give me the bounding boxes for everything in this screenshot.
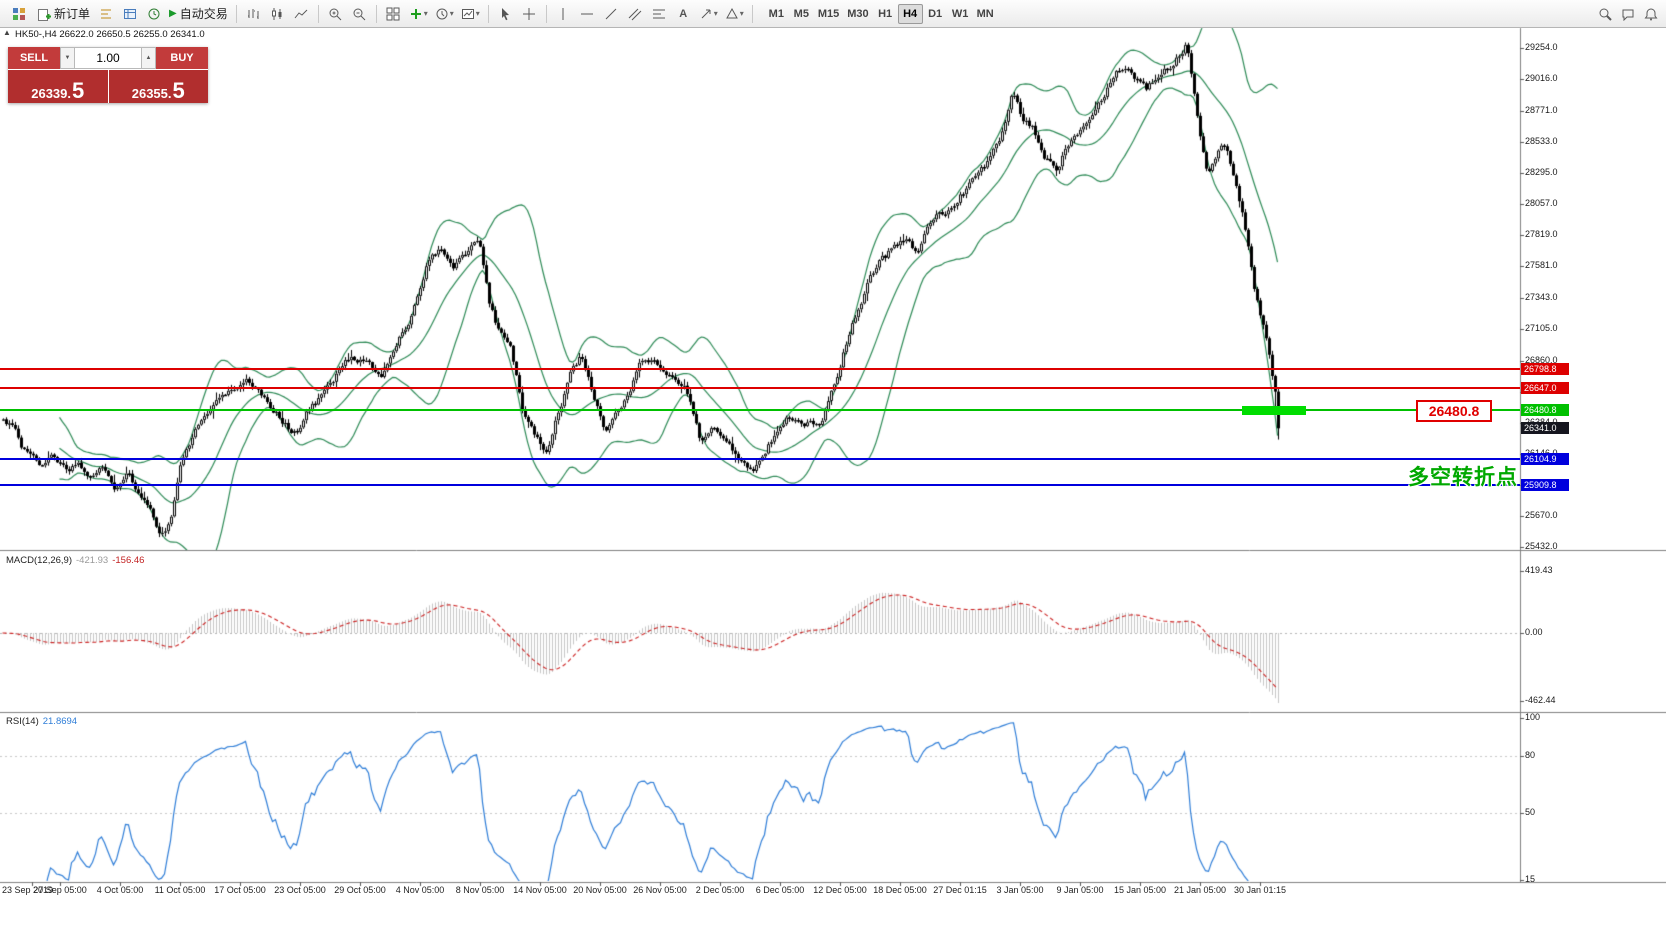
chevron-down-icon: ▾ xyxy=(449,9,454,18)
macd-name: MACD(12,26,9) xyxy=(6,555,72,566)
trade-panel-controls: SELL ▼ ▲ BUY xyxy=(8,47,208,69)
toolbar-separator xyxy=(751,4,753,23)
macd-value: -421.93 xyxy=(76,555,109,566)
text-button[interactable]: A xyxy=(672,3,695,25)
autotrading-label: 自动交易 xyxy=(179,7,228,21)
toolbar-separator xyxy=(545,4,547,23)
timeframe-button-h4[interactable]: H4 xyxy=(897,3,923,24)
buy-button[interactable]: BUY xyxy=(156,47,208,69)
volume-input[interactable] xyxy=(75,47,141,69)
chart-title: HK50-,H4 26622.0 26650.5 26255.0 26341.0 xyxy=(15,29,205,40)
templates-button[interactable]: ▾ xyxy=(458,3,483,25)
play-icon: ▶ xyxy=(169,8,177,19)
toolbar-separator xyxy=(375,4,377,23)
one-click-trading-panel: SELL ▼ ▲ BUY 26339.5 26355.5 xyxy=(8,47,208,103)
timeframe-button-m5[interactable]: M5 xyxy=(789,4,814,24)
fibonacci-button[interactable] xyxy=(648,3,671,25)
timeframe-button-d1[interactable]: D1 xyxy=(923,4,948,24)
channel-button[interactable] xyxy=(624,3,647,25)
navigator-button[interactable] xyxy=(142,3,165,25)
horizontal-line-button[interactable] xyxy=(576,3,599,25)
app-icon xyxy=(4,2,33,26)
macd-signal-value: -156.46 xyxy=(112,555,145,566)
rsi-name: RSI(14) xyxy=(6,716,39,727)
timeframe-button-m30[interactable]: M30 xyxy=(843,4,872,24)
collapse-panel-arrow-icon[interactable]: ▲ xyxy=(3,28,11,37)
periods-button[interactable]: ▾ xyxy=(432,3,457,25)
rsi-value: 21.8694 xyxy=(42,716,78,727)
chevron-down-icon: ▾ xyxy=(713,9,718,18)
timeframe-button-m15[interactable]: M15 xyxy=(814,4,843,24)
chevron-down-icon: ▾ xyxy=(475,9,480,18)
zoom-in-button[interactable] xyxy=(324,3,347,25)
timeframe-button-mn[interactable]: MN xyxy=(973,4,998,24)
shapes-button[interactable]: ▾ xyxy=(722,3,747,25)
timeframe-button-h1[interactable]: H1 xyxy=(873,4,898,24)
alerts-icon-button[interactable] xyxy=(1639,3,1662,25)
bar-chart-icon[interactable] xyxy=(242,3,265,25)
toolbar: 新订单 ▶ 自动交易 ▾ ▾ ▾ A ▾ ▾ M1 M5 M15 M30 H1 H4 D1 W1… xyxy=(0,0,1666,28)
toolbar-separator xyxy=(235,4,237,23)
volume-increase-button[interactable]: ▲ xyxy=(141,47,156,69)
trendline-button[interactable] xyxy=(600,3,623,25)
new-order-button[interactable]: 新订单 xyxy=(34,3,93,25)
toolbar-right-group xyxy=(1593,3,1662,25)
price-callout-box[interactable]: 26480.8 xyxy=(1416,400,1492,422)
market-watch-button[interactable] xyxy=(94,3,117,25)
timeframe-toolbar: M1 M5 M15 M30 H1 H4 D1 W1 MN xyxy=(764,3,998,24)
data-window-button[interactable] xyxy=(118,3,141,25)
sell-button[interactable]: SELL xyxy=(8,47,60,69)
indicators-button[interactable]: ▾ xyxy=(406,3,431,25)
buy-price[interactable]: 26355. 5 xyxy=(108,70,208,104)
search-icon-button[interactable] xyxy=(1593,3,1616,25)
volume-decrease-button[interactable]: ▼ xyxy=(60,47,75,69)
chevron-down-icon: ▾ xyxy=(739,9,744,18)
timeframe-button-m1[interactable]: M1 xyxy=(764,4,789,24)
sell-price[interactable]: 26339. 5 xyxy=(8,70,108,103)
toolbar-separator xyxy=(317,4,319,23)
new-order-label: 新订单 xyxy=(54,7,91,21)
sell-price-main: 26339. xyxy=(31,86,71,101)
buy-price-big-digit: 5 xyxy=(172,78,185,104)
zoom-out-button[interactable] xyxy=(348,3,371,25)
buy-price-main: 26355. xyxy=(131,86,172,101)
vertical-line-button[interactable] xyxy=(552,3,575,25)
arrows-button[interactable]: ▾ xyxy=(696,3,721,25)
timeframe-button-w1[interactable]: W1 xyxy=(948,4,973,24)
sell-price-big-digit: 5 xyxy=(72,78,85,104)
turning-point-annotation[interactable]: 多空转折点 xyxy=(1408,466,1518,489)
cursor-button[interactable] xyxy=(494,3,517,25)
chevron-down-icon: ▾ xyxy=(423,9,428,18)
candlestick-chart-icon[interactable] xyxy=(266,3,289,25)
trade-panel-prices: 26339. 5 26355. 5 xyxy=(8,70,208,103)
tile-windows-button[interactable] xyxy=(382,3,405,25)
toolbar-separator xyxy=(487,4,489,23)
chat-icon-button[interactable] xyxy=(1616,3,1639,25)
macd-indicator-label: MACD(12,26,9) -421.93 -156.46 xyxy=(6,555,148,566)
crosshair-button[interactable] xyxy=(518,3,541,25)
autotrading-button[interactable]: ▶ 自动交易 xyxy=(166,3,231,25)
line-chart-icon[interactable] xyxy=(290,3,313,25)
rsi-indicator-label: RSI(14) 21.8694 xyxy=(6,716,81,727)
